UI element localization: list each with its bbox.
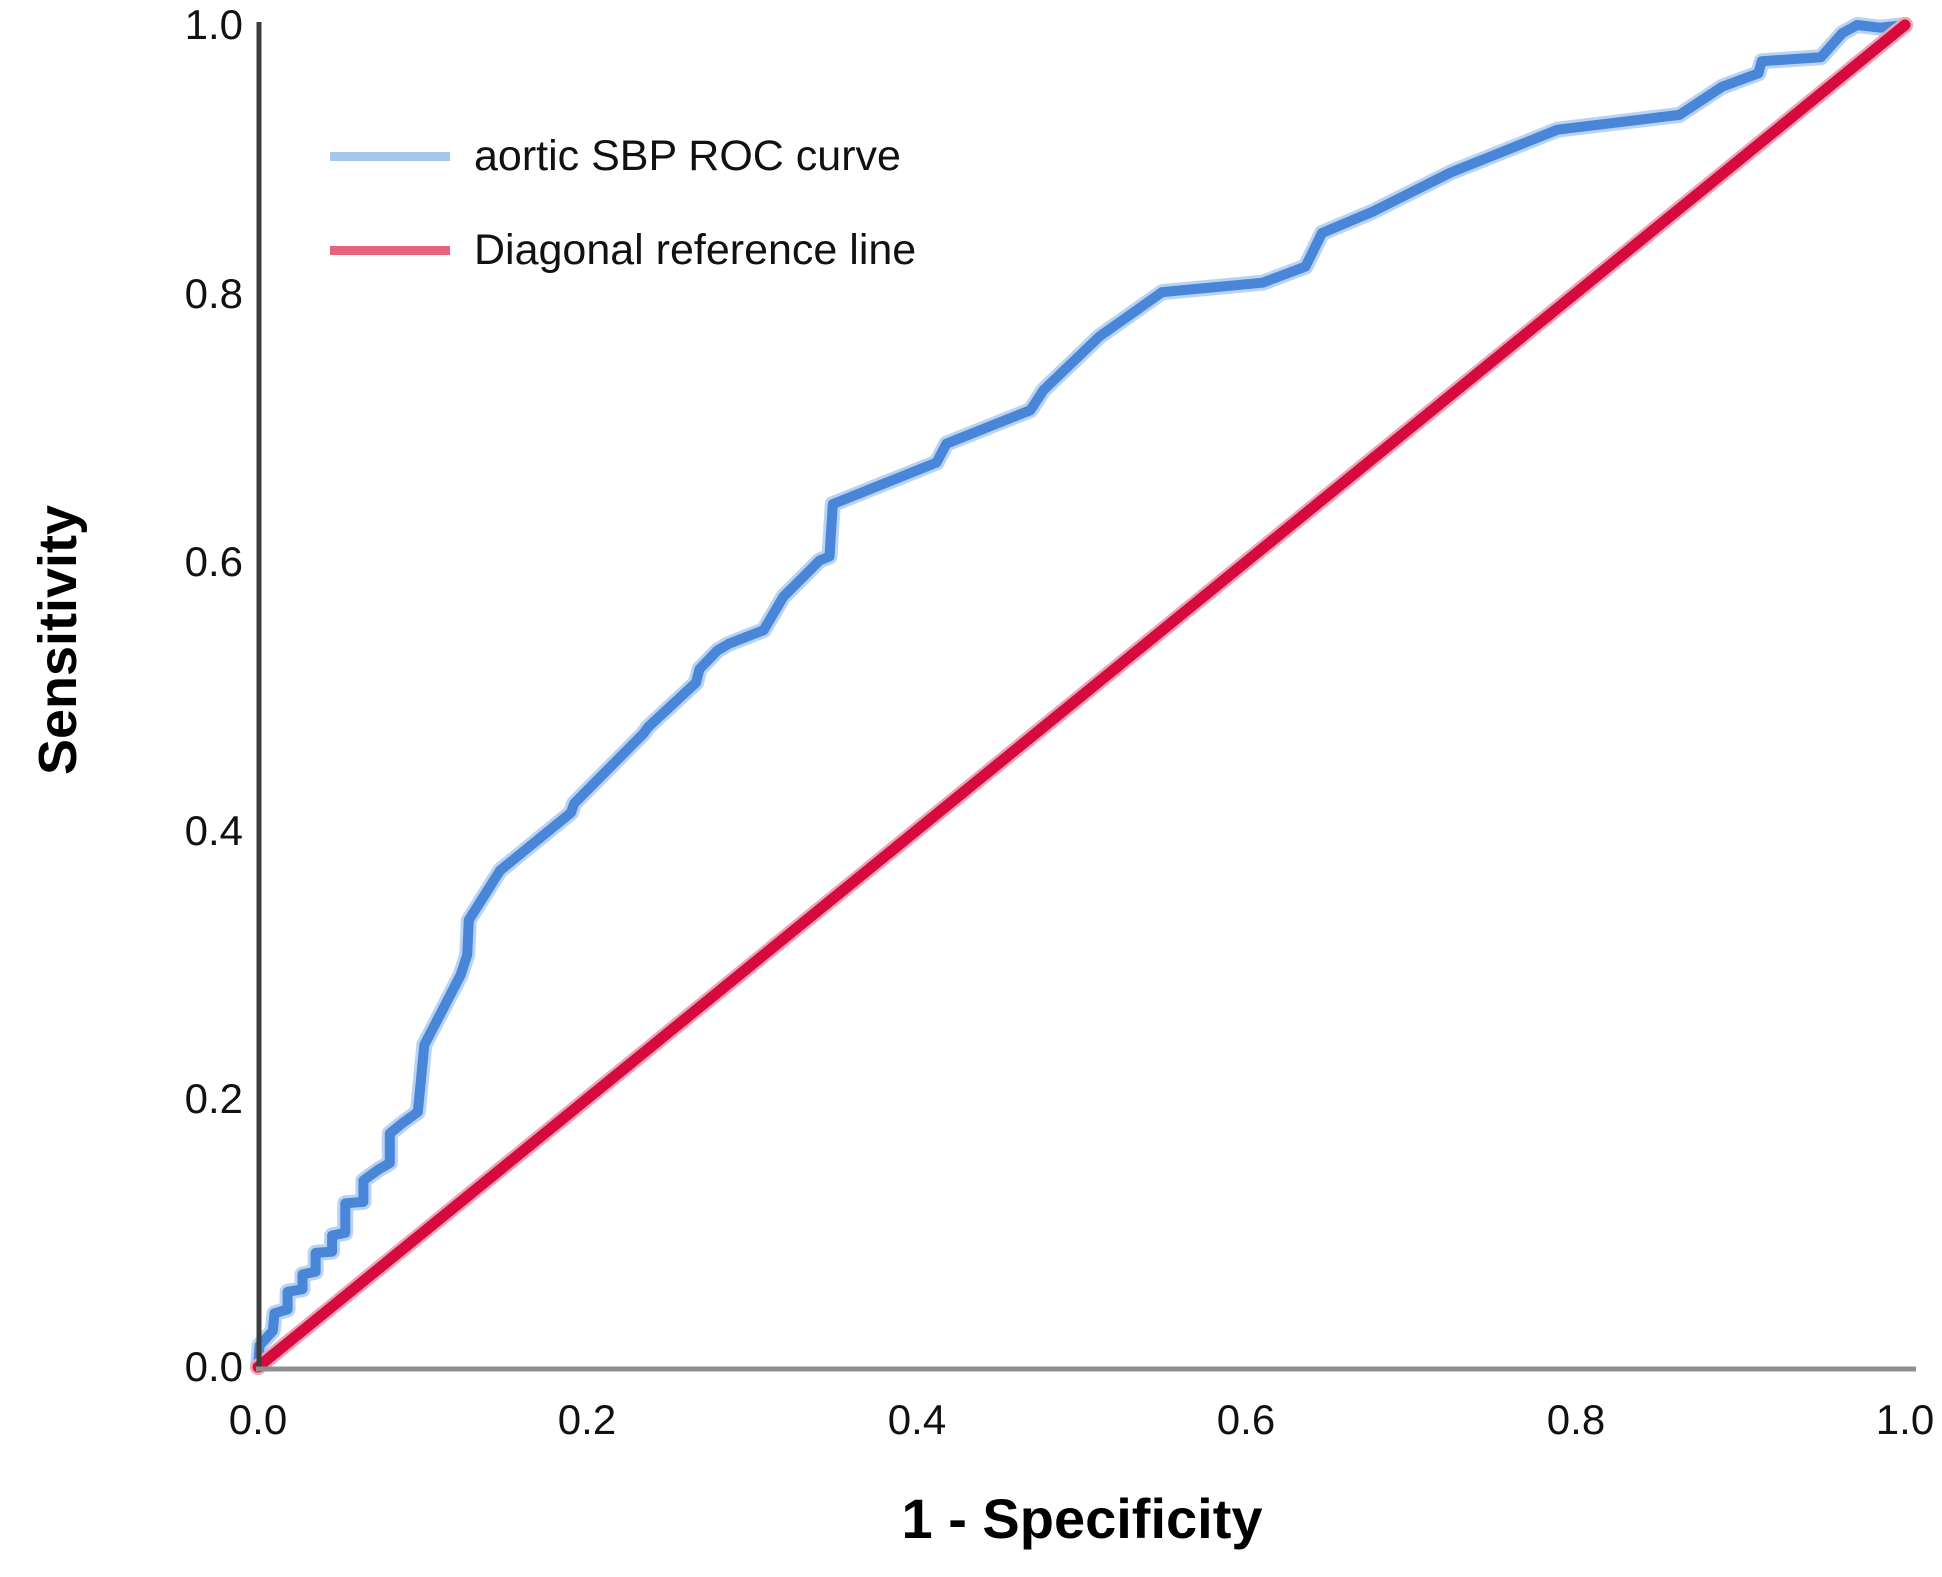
roc-curve-swatch — [330, 151, 450, 161]
y-axis-title: Sensitivity — [28, 504, 88, 776]
x-tick-label: 0.4 — [887, 1396, 947, 1443]
y-tick-label: 0.2 — [184, 1075, 243, 1122]
diagonal-reference-swatch — [330, 245, 450, 255]
y-tick-label: 1.0 — [184, 1, 243, 48]
x-axis-title: 1 - Specificity — [901, 1487, 1263, 1550]
legend-item-diagonal: Diagonal reference line — [330, 222, 916, 278]
x-tick-label: 0.6 — [1216, 1396, 1276, 1443]
y-tick-label: 0.8 — [184, 270, 243, 317]
x-tick-label: 0.2 — [557, 1396, 617, 1443]
roc-curve-line — [253, 20, 1910, 1372]
x-tick-label: 0.8 — [1546, 1396, 1606, 1443]
y-tick-label: 0.6 — [184, 538, 243, 585]
legend-item-roc: aortic SBP ROC curve — [330, 128, 916, 184]
legend-label-roc: aortic SBP ROC curve — [474, 131, 901, 180]
x-tick-label: 0.0 — [228, 1396, 288, 1443]
legend-label-diagonal: Diagonal reference line — [474, 225, 917, 274]
diagonal-reference-line — [252, 19, 1911, 1373]
legend: aortic SBP ROC curve Diagonal reference … — [330, 128, 916, 316]
y-tick-label: 0.4 — [184, 807, 243, 854]
y-tick-label: 0.0 — [184, 1343, 243, 1390]
x-tick-label: 1.0 — [1875, 1396, 1935, 1443]
